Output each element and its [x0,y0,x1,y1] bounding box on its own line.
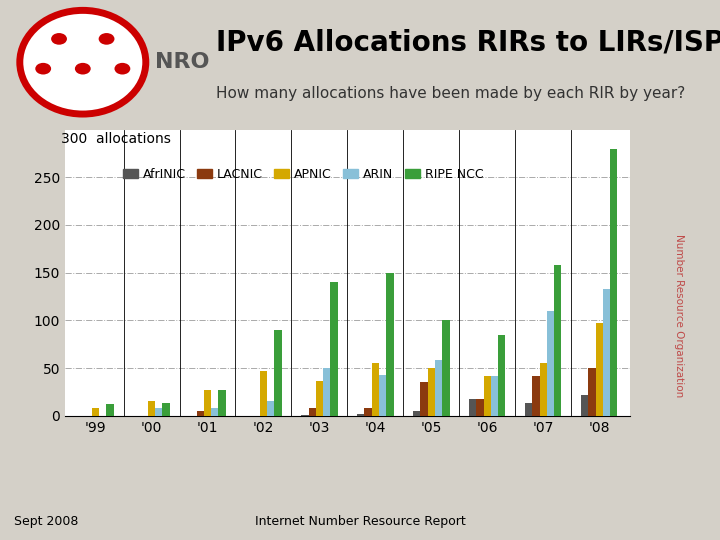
Ellipse shape [35,63,51,75]
Bar [603,289,610,416]
Bar [148,401,156,416]
Ellipse shape [51,33,67,45]
Bar [211,408,218,416]
Text: NRO: NRO [155,52,210,72]
Ellipse shape [75,63,91,75]
Bar [197,411,204,416]
Bar [491,376,498,416]
Bar [163,403,170,416]
Bar [204,390,211,416]
Bar [323,368,330,416]
Bar [539,363,547,416]
Bar [498,335,505,416]
Bar [595,323,603,416]
Text: IPv6 Allocations RIRs to LIRs/ISPs: IPv6 Allocations RIRs to LIRs/ISPs [216,29,720,57]
Bar [532,376,539,416]
Bar [372,363,379,416]
Bar [316,381,323,416]
Bar [413,411,420,416]
Bar [301,415,308,416]
Bar [477,399,484,416]
Bar [218,390,225,416]
Ellipse shape [114,63,130,75]
Bar [547,311,554,416]
Bar [308,408,316,416]
Bar [420,382,428,416]
Bar [610,148,618,416]
Bar [364,408,372,416]
Bar [92,408,99,416]
Bar [428,368,435,416]
Bar [484,376,491,416]
Ellipse shape [99,33,114,45]
Bar [525,403,532,416]
Text: Internet Number Resource Report: Internet Number Resource Report [255,515,465,528]
Text: How many allocations have been made by each RIR by year?: How many allocations have been made by e… [216,85,685,100]
Bar [274,330,282,416]
Bar [267,401,274,416]
Bar [442,320,449,416]
Bar [260,371,267,416]
Legend: AfrINIC, LACNIC, APNIC, ARIN, RIPE NCC: AfrINIC, LACNIC, APNIC, ARIN, RIPE NCC [118,163,488,186]
Bar [588,368,595,416]
Text: Number Resource Organization: Number Resource Organization [675,234,685,397]
Text: Sept 2008: Sept 2008 [14,515,78,528]
Bar [330,282,338,416]
Bar [435,361,442,416]
Bar [379,375,387,416]
Text: 300  allocations: 300 allocations [61,132,171,146]
Ellipse shape [20,10,145,114]
Bar [107,404,114,416]
Bar [156,408,163,416]
Bar [387,273,394,416]
Bar [554,265,562,416]
Bar [357,414,364,416]
Bar [469,399,477,416]
Bar [581,395,588,416]
